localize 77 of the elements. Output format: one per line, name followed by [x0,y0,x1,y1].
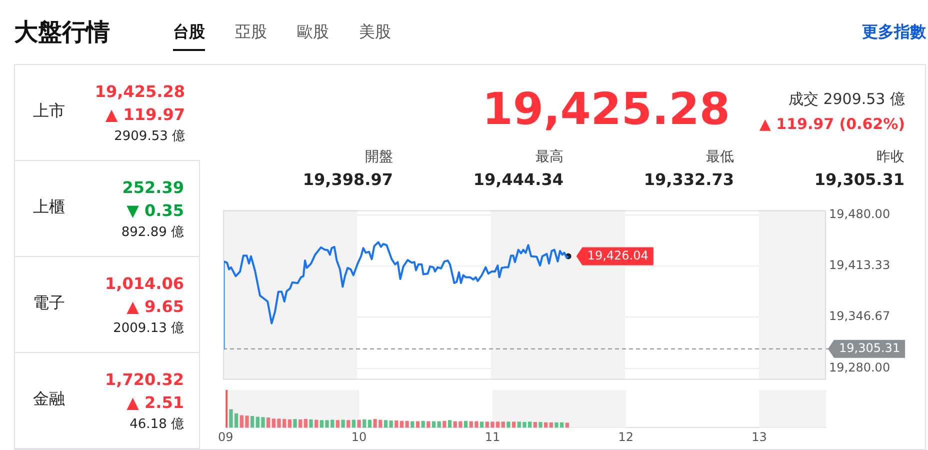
category-label: 最低 [706,148,734,166]
text: 成交 2909.53 億 [788,90,905,109]
text: 19,444.34 [473,170,564,189]
text: 19,425.28 [482,84,730,135]
bar [309,419,313,428]
text: ▲ 9.65 [126,297,184,316]
bar [538,422,542,428]
text: 19,305.31 [814,170,904,189]
category-label: 上市 [33,101,65,122]
category-label: 亞股 [235,22,267,43]
bar [341,420,345,428]
x-tick-label: 10 [351,430,367,444]
bar [357,420,361,428]
category-label: 金融 [33,389,65,410]
text: 2909.53 億 [114,128,185,145]
bar [501,422,505,428]
bar [336,420,340,428]
text: 2009.13 億 [113,320,184,337]
bar [368,420,372,428]
annotation: 19,426.04 [587,248,648,262]
bar [549,422,553,428]
text: 更多指數 [862,22,926,43]
bar [432,421,436,428]
bar [421,420,425,428]
ref-line-label: 19,305.31 [839,340,900,355]
x-tick-label: 12 [618,430,634,444]
y-tick-label: 19,413.33 [829,258,890,272]
bar [533,422,537,428]
bar [266,417,270,428]
bar [346,420,350,428]
category-label: 電子 [33,293,65,314]
text: ▲ 119.97 [105,105,185,124]
y-tick-label: 19,346.67 [829,309,890,324]
bar [304,419,308,428]
bar [250,416,254,428]
y-tick-label: 19,480.00 [829,206,890,221]
bar [288,419,292,428]
text: ▲ 2.51 [126,393,184,412]
text: 46.18 億 [130,416,184,433]
bar [293,419,297,428]
category-label: 歐股 [297,22,329,43]
category-label: 昨收 [876,148,904,166]
bar [352,420,356,428]
category-label: 上櫃 [33,197,65,218]
text: 19,332.73 [644,170,734,189]
bar [544,422,548,428]
bar [480,422,484,428]
bar [506,422,510,428]
bar [298,419,302,428]
bar [512,422,516,428]
text: 1,720.32 [105,370,184,389]
bar [464,420,468,428]
bar [426,421,430,428]
text: ▼ 0.35 [126,201,184,220]
bar [314,420,318,428]
bar [448,420,452,428]
text: 1,014.06 [105,274,184,293]
x-tick-label: 09 [218,430,234,444]
bar [442,420,446,428]
bar [437,421,441,428]
y-tick-label: 19,280.00 [829,360,890,374]
text: 大盤行情 [14,17,110,48]
text: ▲ 119.97 (0.62%) [759,115,905,133]
text: 19,398.97 [302,170,393,189]
bar [410,421,414,428]
x-tick-label: 13 [752,430,767,444]
category-label: 台股 [173,22,205,51]
text: 19,425.28 [94,82,185,101]
category-label: 美股 [359,22,391,43]
x-tick-label: 11 [484,430,500,444]
category-label: 開盤 [365,148,393,166]
bar [416,421,420,428]
text: 892.89 億 [121,224,184,241]
bar [394,420,398,428]
category-label: 最高 [536,148,564,166]
text: 252.39 [122,178,184,197]
bar [362,419,366,428]
